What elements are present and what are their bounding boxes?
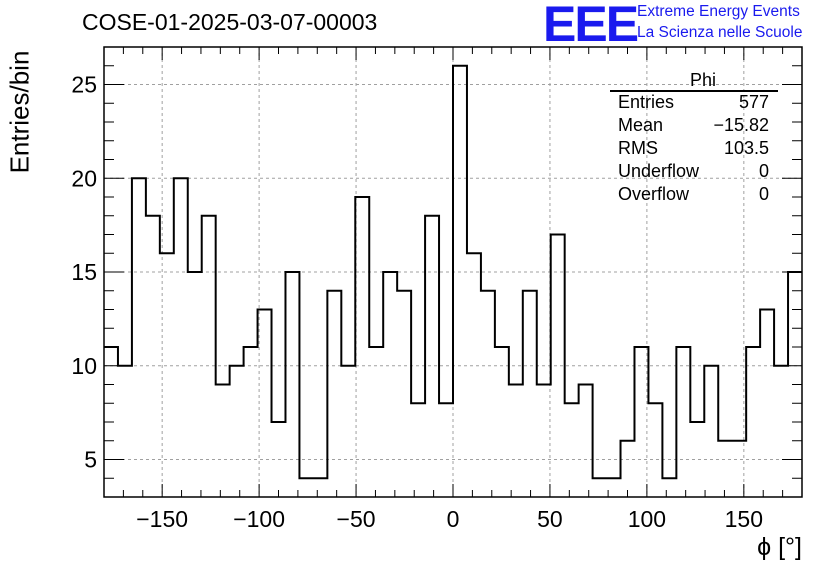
stats-label: Entries bbox=[618, 92, 675, 112]
y-tick-label: 20 bbox=[71, 165, 97, 191]
logo-text-line1: Extreme Energy Events bbox=[637, 3, 800, 20]
x-tick-label: −50 bbox=[337, 506, 376, 532]
y-tick-label: 15 bbox=[71, 259, 97, 285]
stats-value: 103.5 bbox=[723, 138, 769, 158]
stats-label: RMS bbox=[618, 138, 658, 158]
stats-value: 0 bbox=[758, 184, 769, 204]
y-tick-label: 10 bbox=[71, 353, 97, 379]
x-tick-label: 100 bbox=[628, 506, 666, 532]
y-tick-label: 5 bbox=[84, 447, 97, 473]
stats-label: Underflow bbox=[618, 161, 700, 181]
stats-row-entries: Entries 577 bbox=[612, 91, 778, 114]
eee-logo: EEE bbox=[543, 0, 639, 52]
y-tick-label: 25 bbox=[71, 72, 97, 98]
stats-label: Mean bbox=[618, 115, 664, 135]
x-axis-label: ϕ [°] bbox=[757, 533, 802, 561]
histogram-line bbox=[104, 64, 802, 480]
stats-value: 0 bbox=[758, 161, 769, 181]
y-axis-label: Entries/bin bbox=[4, 50, 35, 174]
stats-row-overflow: Overflow 0 bbox=[612, 183, 778, 206]
plot-frame bbox=[103, 46, 803, 498]
x-tick-label: 50 bbox=[537, 506, 563, 532]
x-tick-label: −150 bbox=[136, 506, 188, 532]
stats-row-underflow: Underflow 0 bbox=[612, 160, 778, 183]
stats-value: 577 bbox=[738, 92, 769, 112]
stats-label: Overflow bbox=[618, 184, 690, 204]
stats-divider bbox=[610, 90, 778, 92]
stats-row-mean: Mean −15.82 bbox=[612, 114, 778, 137]
stats-box: Phi Entries 577 Mean −15.82 RMS 103.5 Un… bbox=[610, 69, 778, 206]
x-tick-label: 150 bbox=[725, 506, 763, 532]
chart-title: COSE-01-2025-03-07-00003 bbox=[82, 9, 378, 35]
logo-text-line2: La Scienza nelle Scuole bbox=[637, 24, 803, 41]
x-tick-label: −100 bbox=[233, 506, 285, 532]
stats-value: −15.82 bbox=[713, 115, 769, 135]
x-tick-label: 0 bbox=[447, 506, 460, 532]
stats-title: Phi bbox=[689, 70, 716, 90]
stats-row-rms: RMS 103.5 bbox=[612, 137, 778, 160]
